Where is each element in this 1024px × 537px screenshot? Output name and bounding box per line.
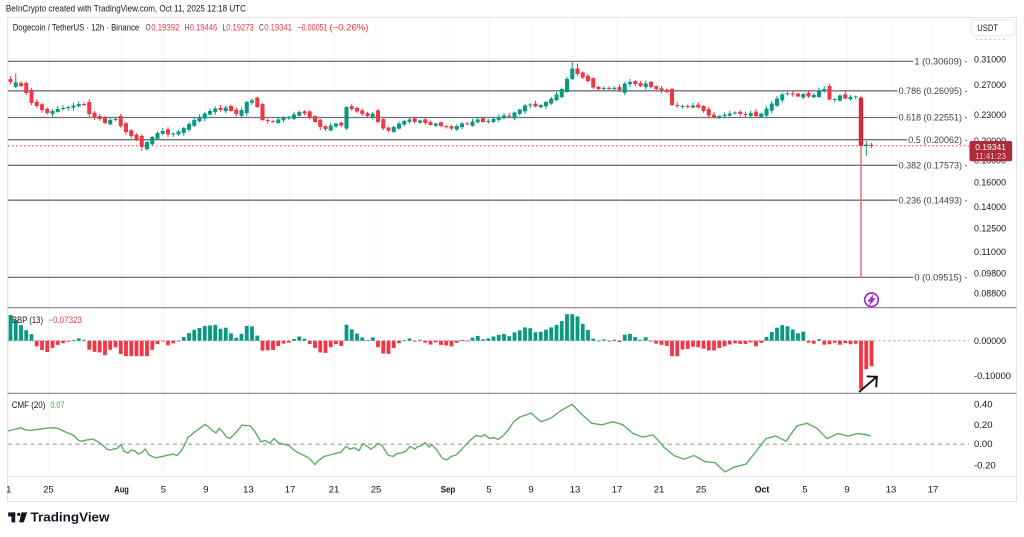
svg-text:21: 21 xyxy=(654,484,665,495)
svg-text:0.19341: 0.19341 xyxy=(975,142,1006,152)
svg-text:H: H xyxy=(185,23,190,33)
svg-text:0.23000: 0.23000 xyxy=(974,110,1006,121)
svg-text:0.40: 0.40 xyxy=(974,400,993,411)
svg-text:9: 9 xyxy=(528,484,533,495)
svg-text:13: 13 xyxy=(886,484,897,495)
svg-text:−0.07323: −0.07323 xyxy=(48,315,82,325)
svg-text:−0.00051: −0.00051 xyxy=(298,23,328,33)
svg-text:Oct: Oct xyxy=(755,484,770,495)
svg-text:Dogecoin / TetherUS · 12h · Bi: Dogecoin / TetherUS · 12h · Binance xyxy=(13,23,140,33)
svg-text:Sep: Sep xyxy=(441,484,456,495)
svg-text:25: 25 xyxy=(43,484,54,495)
svg-text:0.19392: 0.19392 xyxy=(151,23,179,33)
svg-text:25: 25 xyxy=(371,484,382,495)
svg-text:13: 13 xyxy=(570,484,581,495)
svg-text:17: 17 xyxy=(285,484,296,495)
svg-text:BeInCrypto created with Tradin: BeInCrypto created with TradingView.com,… xyxy=(6,4,246,14)
svg-text:BBP (13): BBP (13) xyxy=(12,315,43,325)
svg-text:0.382 (0.17573) -: 0.382 (0.17573) - xyxy=(899,161,968,172)
svg-text:5: 5 xyxy=(802,484,807,495)
svg-text:0.19341: 0.19341 xyxy=(264,23,292,33)
svg-text:L: L xyxy=(223,23,227,33)
svg-text:9: 9 xyxy=(844,484,849,495)
svg-text:0.20: 0.20 xyxy=(974,420,993,431)
svg-text:-0.10000: -0.10000 xyxy=(974,371,1011,382)
svg-text:USDT: USDT xyxy=(977,23,998,34)
svg-text:C: C xyxy=(259,23,264,33)
svg-text:0.11000: 0.11000 xyxy=(974,247,1006,258)
svg-text:0.27000: 0.27000 xyxy=(974,80,1006,91)
svg-text:0.09800: 0.09800 xyxy=(974,269,1006,280)
svg-text:1 (0.30609) -: 1 (0.30609) - xyxy=(914,57,967,68)
svg-text:(−0.26%): (−0.26%) xyxy=(329,23,368,33)
svg-text:0.12500: 0.12500 xyxy=(974,223,1006,234)
svg-text:0.00000: 0.00000 xyxy=(974,336,1006,347)
svg-text:9: 9 xyxy=(203,484,208,495)
svg-text:0.14000: 0.14000 xyxy=(974,202,1006,213)
svg-text:0.00: 0.00 xyxy=(974,439,993,450)
svg-text:0.31000: 0.31000 xyxy=(974,54,1006,65)
svg-text:0.236 (0.14493) -: 0.236 (0.14493) - xyxy=(899,195,968,206)
svg-text:17: 17 xyxy=(612,484,623,495)
svg-text:25: 25 xyxy=(696,484,707,495)
svg-text:21: 21 xyxy=(329,484,340,495)
svg-text:5: 5 xyxy=(161,484,166,495)
svg-text:0.19446: 0.19446 xyxy=(190,23,218,33)
svg-text:1: 1 xyxy=(6,484,11,495)
svg-text:0.07: 0.07 xyxy=(50,400,64,410)
svg-text:0.786 (0.26095) -: 0.786 (0.26095) - xyxy=(899,86,968,97)
svg-text:0 (0.09515) -: 0 (0.09515) - xyxy=(914,273,967,284)
svg-text:5: 5 xyxy=(486,484,491,495)
svg-text:O: O xyxy=(146,23,151,33)
svg-text:0.618 (0.22551) -: 0.618 (0.22551) - xyxy=(899,113,968,124)
svg-text:0.19273: 0.19273 xyxy=(226,23,254,33)
svg-text:0.5 (0.20062) -: 0.5 (0.20062) - xyxy=(908,135,967,146)
svg-text:17: 17 xyxy=(928,484,939,495)
svg-text:TradingView: TradingView xyxy=(31,510,111,525)
svg-text:Aug: Aug xyxy=(114,484,129,495)
svg-text:13: 13 xyxy=(243,484,254,495)
svg-text:-0.20: -0.20 xyxy=(974,460,996,471)
svg-text:CMF (20): CMF (20) xyxy=(12,400,46,410)
svg-text:0.16000: 0.16000 xyxy=(974,177,1006,188)
svg-text:11:41:23: 11:41:23 xyxy=(975,151,1006,161)
svg-text:0.08800: 0.08800 xyxy=(974,289,1006,300)
